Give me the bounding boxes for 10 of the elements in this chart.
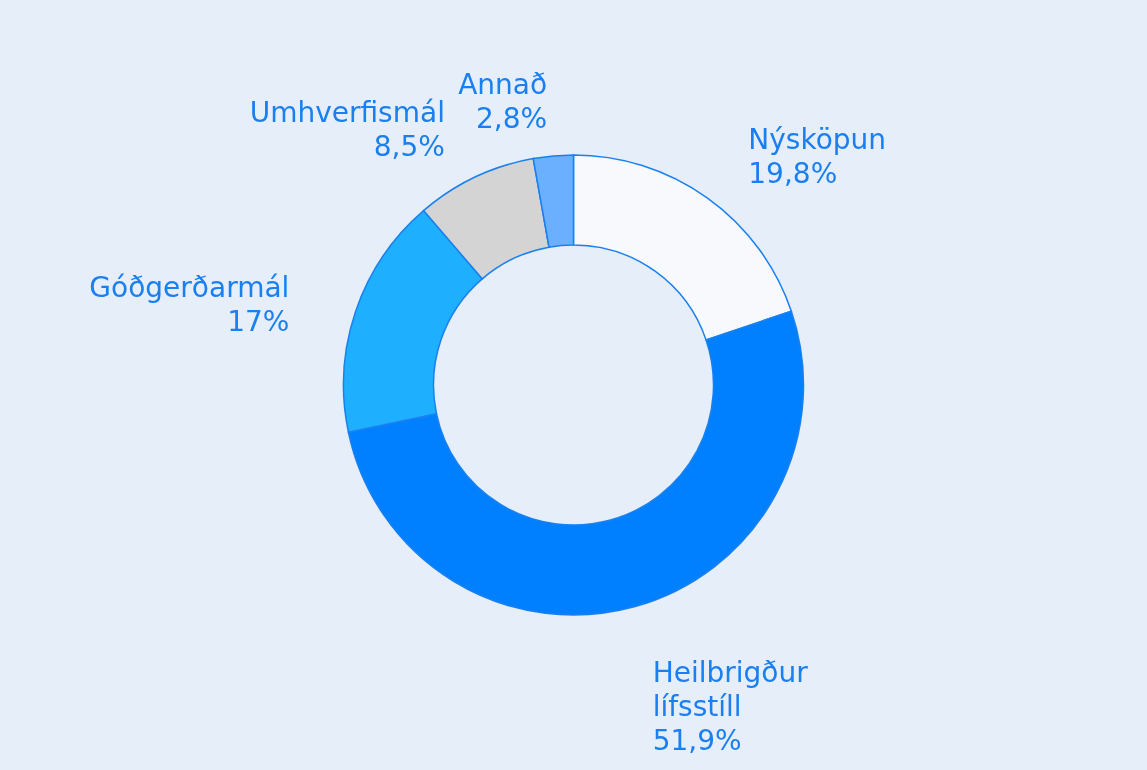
data-label: 2,8% <box>476 102 548 136</box>
data-label: 51,9% <box>652 724 742 758</box>
slice-label: Umhverfismál <box>249 95 445 129</box>
data-label: 8,5% <box>373 129 445 163</box>
slice-label: Annað <box>458 68 548 102</box>
data-label: 19,8% <box>748 157 838 191</box>
slice-label: Heilbrigður lífsstíll <box>652 656 809 724</box>
slice-label: Nýsköpun <box>748 123 887 157</box>
data-label: 17% <box>227 304 290 338</box>
slice-label: Góðgerðarmál <box>89 270 290 304</box>
